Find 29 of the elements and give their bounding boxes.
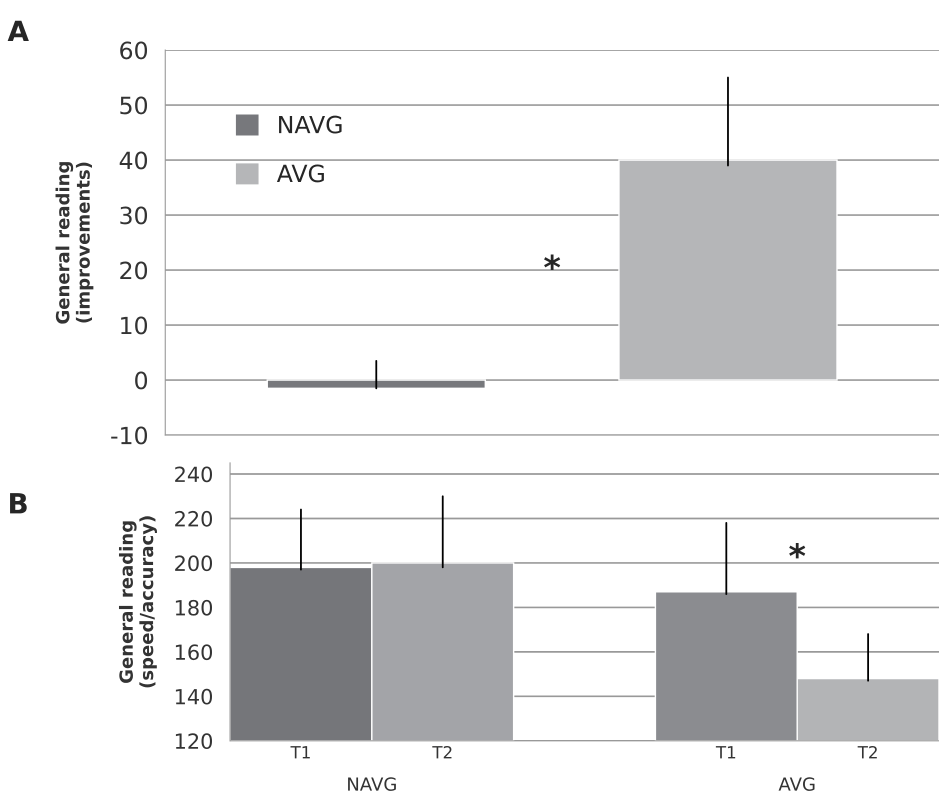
- x-tick-label: T2: [858, 746, 877, 758]
- text: AVG: [778, 777, 814, 791]
- legend-label: AVG: [276, 164, 324, 182]
- y-tick-label: 50: [120, 96, 148, 114]
- y-tick-label: 20: [120, 262, 148, 280]
- x-tick-label: T1: [716, 746, 736, 758]
- annotation: *: [544, 254, 560, 270]
- chart-title: A: [8, 20, 29, 41]
- text: NAVG: [348, 777, 396, 791]
- x-tick-label: T1: [290, 746, 310, 758]
- y-tick-label: 160: [176, 644, 212, 660]
- y-tick-label: 10: [121, 316, 148, 334]
- y-tick-label: 40: [120, 151, 148, 170]
- y-tick-label: 0: [135, 372, 148, 390]
- y-tick-label: -10: [111, 426, 148, 444]
- y-tick-label: 140: [176, 688, 212, 705]
- annotation: *: [789, 542, 806, 558]
- y-tick-label: 60: [120, 41, 148, 60]
- y-tick-label: 180: [176, 600, 212, 616]
- y-axis-title: General reading (improvements): [56, 162, 94, 324]
- y-tick-label: 220: [175, 510, 212, 527]
- y-tick-label: 120: [176, 733, 212, 750]
- text: B: [10, 493, 27, 514]
- legend-label: NAVG: [279, 116, 342, 134]
- y-tick-label: 200: [175, 555, 212, 572]
- y-axis-title: General reading (speed/accuracy): [118, 516, 157, 688]
- y-tick-label: 240: [175, 466, 212, 482]
- x-tick-label: T2: [432, 746, 452, 758]
- y-tick-label: 30: [120, 206, 148, 224]
